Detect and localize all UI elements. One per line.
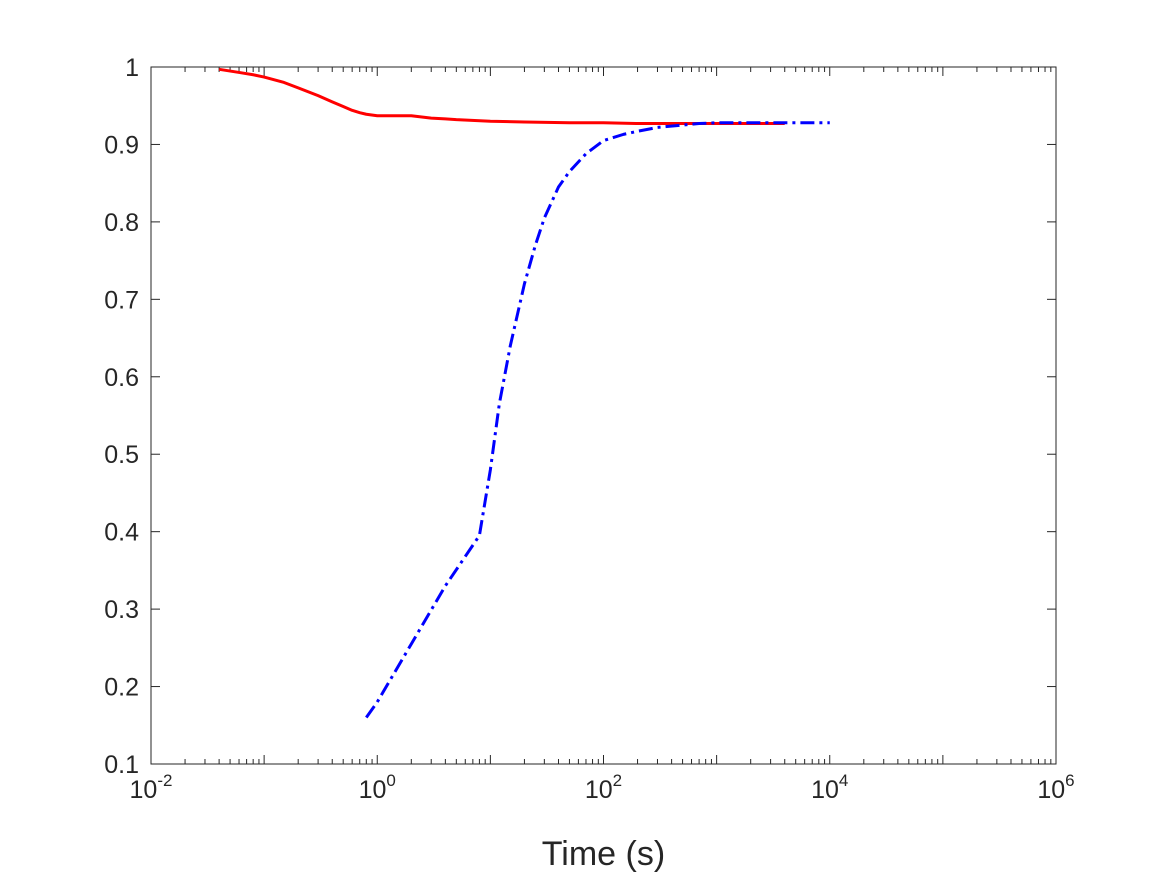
x-tick-exponent: 6 xyxy=(1065,771,1074,790)
y-tick-labels: 0.1 0.2 0.3 0.4 0.5 0.6 0.7 0.8 0.9 1 xyxy=(104,54,139,779)
x-tick-exponent: 2 xyxy=(613,771,622,790)
x-tick-label: 104 xyxy=(811,771,848,804)
y-tick-label: 0.6 xyxy=(104,364,139,392)
x-tick-label: 102 xyxy=(585,771,622,804)
y-tick-label: 0.3 xyxy=(104,596,139,624)
x-tick-label: 106 xyxy=(1037,771,1074,804)
x-tick-base: 10 xyxy=(811,776,839,804)
x-tick-exponent: 0 xyxy=(386,771,395,790)
y-tick-label: 1 xyxy=(125,54,139,82)
x-tick-base: 10 xyxy=(585,776,613,804)
plot-area xyxy=(151,67,1056,764)
x-tick-label: 10-2 xyxy=(130,771,173,804)
x-tick-exponent: -2 xyxy=(157,771,172,790)
series-line-1 xyxy=(218,67,785,126)
x-tick-label: 100 xyxy=(359,771,396,804)
y-tick-label: 0.9 xyxy=(104,131,139,159)
x-axis-title: Time (s) xyxy=(542,835,665,873)
y-tick-label: 0.8 xyxy=(104,209,139,237)
y-tick-label: 0.2 xyxy=(104,674,139,702)
x-tick-base: 10 xyxy=(359,776,387,804)
x-tick-labels: 10-2 100 102 104 106 xyxy=(130,771,1075,804)
axes-box xyxy=(150,66,1057,765)
x-tick-exponent: 4 xyxy=(839,771,848,790)
series-line-2 xyxy=(365,121,830,719)
x-tick-base: 10 xyxy=(1037,776,1065,804)
x-tick-base: 10 xyxy=(130,776,158,804)
y-tick-label: 0.7 xyxy=(104,286,139,314)
y-tick-label: 0.1 xyxy=(104,751,139,779)
y-tick-label: 0.4 xyxy=(104,519,139,547)
y-tick-label: 0.5 xyxy=(104,441,139,469)
series-lines xyxy=(218,67,830,719)
